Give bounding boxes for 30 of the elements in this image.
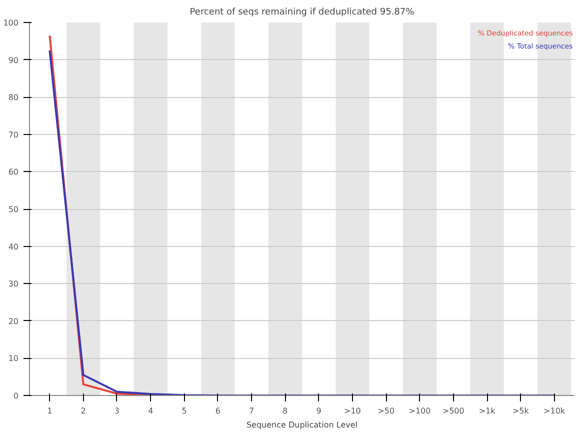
y-tick-label: 60 <box>8 168 19 177</box>
y-tick-label: 80 <box>8 93 19 102</box>
chart-title: Percent of seqs remaining if deduplicated 95.87% <box>190 8 415 18</box>
y-tick-label: 90 <box>8 56 19 65</box>
x-tick-label: 5 <box>182 406 187 416</box>
x-tick-label: >10 <box>344 406 361 416</box>
x-tick-label: >5k <box>512 406 530 416</box>
x-tick-label: 7 <box>248 406 254 416</box>
x-axis-title: Sequence Duplication Level <box>246 420 358 430</box>
x-tick-label: 9 <box>316 406 322 416</box>
x-tick-label: 3 <box>114 406 120 416</box>
line-series <box>48 49 556 396</box>
y-tick-label: 40 <box>8 242 19 252</box>
y-tick-label: 30 <box>8 280 19 289</box>
y-tick-label: 0 <box>13 392 19 400</box>
x-tick-label: >50 <box>378 406 395 416</box>
x-tick-label: >100 <box>408 406 431 416</box>
y-tick-label: 20 <box>8 316 19 326</box>
x-tick-label: 4 <box>148 406 154 416</box>
x-tick-label: 2 <box>80 406 86 416</box>
x-tick-label: 8 <box>282 406 288 416</box>
x-tick-label: >1k <box>478 406 496 416</box>
x-tick-label: >500 <box>442 406 464 416</box>
x-tick-label: 6 <box>215 406 220 416</box>
y-tick-label: 100 <box>3 18 19 28</box>
y-tick-label: 50 <box>8 205 19 214</box>
x-tick-label: 1 <box>47 406 52 416</box>
y-tick-label: 70 <box>8 130 19 140</box>
x-tick-label: >10k <box>544 406 566 416</box>
y-tick-label: 10 <box>8 354 19 364</box>
